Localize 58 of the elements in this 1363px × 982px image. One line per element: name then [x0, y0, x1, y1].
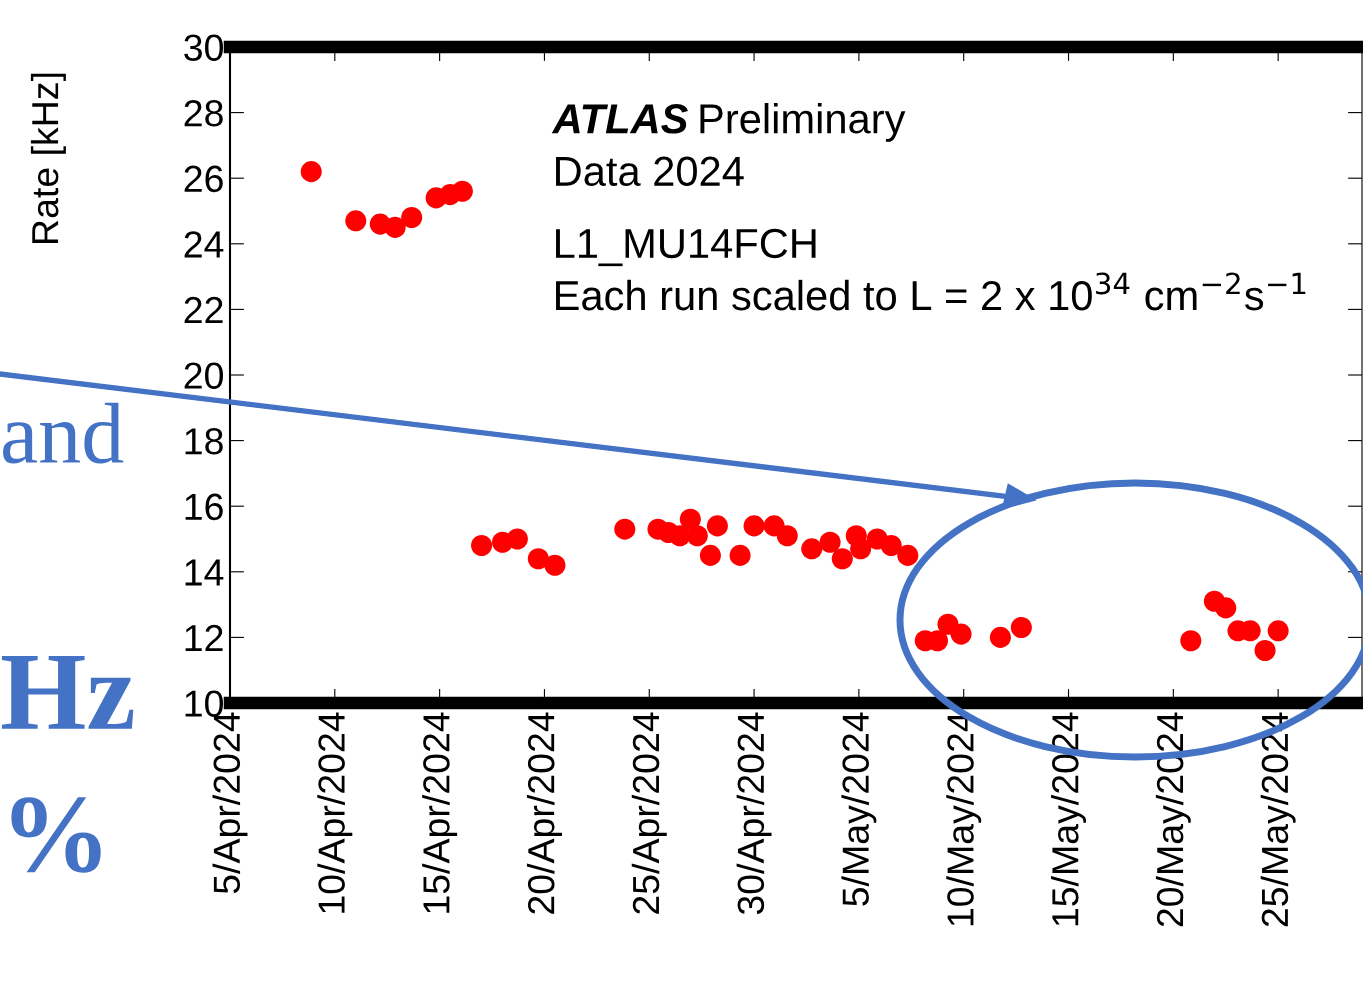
y-axis-title: Rate [kHz] [30, 73, 66, 243]
point [345, 210, 367, 232]
x-tick-label: 25/May/2024 [1260, 712, 1296, 927]
x-tick-label: 10/May/2024 [946, 712, 982, 926]
annotation: ATLAS Preliminary [551, 103, 906, 142]
x-tick-label: 15/May/2024 [1051, 712, 1086, 926]
text: and [3, 402, 124, 464]
point [1267, 620, 1289, 642]
annotation: L1_MU14FCH [556, 228, 816, 267]
point [614, 518, 636, 540]
point [776, 525, 798, 547]
y-tick-label: 18 [185, 428, 223, 455]
point [1180, 630, 1202, 652]
point [679, 508, 701, 530]
point [544, 554, 566, 576]
point [300, 161, 322, 183]
text: Hz [1, 656, 134, 729]
y-tick-label: 28 [184, 100, 223, 127]
y-tick-label: 14 [185, 559, 224, 586]
y-tick-label: 12 [185, 624, 223, 651]
point [527, 548, 549, 570]
point [1215, 597, 1237, 619]
point [950, 623, 972, 645]
x-tick-label: 30/Apr/2024 [736, 712, 772, 915]
x-tick-label: 10/Apr/2024 [317, 712, 353, 913]
annotation: Each run scaled to L = 2 x 10$^{34}$ cm$^{−2}$s$^{−1}$ [556, 272, 1306, 311]
point [706, 515, 728, 537]
point [1254, 639, 1276, 662]
point [686, 525, 708, 547]
point [401, 207, 423, 229]
x-tick-label: 20/Apr/2024 [526, 712, 562, 914]
point [819, 531, 841, 553]
y-tick-label: 20 [184, 362, 223, 389]
point [831, 548, 853, 570]
x-tick-label: 15/Apr/2024 [422, 712, 458, 913]
y-tick-label: 22 [184, 296, 223, 323]
point [699, 544, 721, 566]
x-tick-label: 20/May/2024 [1155, 712, 1191, 927]
y-tick-label: 30 [184, 34, 223, 61]
point [989, 626, 1011, 648]
y-tick-label: 24 [184, 231, 224, 258]
point [471, 535, 493, 557]
point [506, 528, 528, 550]
point [1010, 617, 1032, 639]
point [880, 535, 902, 557]
point [729, 544, 751, 566]
point [743, 515, 765, 537]
annotation: Data 2024 [556, 156, 744, 187]
x-tick-label: 25/Apr/2024 [631, 712, 667, 914]
y-tick-label: 26 [184, 165, 223, 193]
point [801, 538, 823, 560]
x-tick-label: 5/May/2024 [841, 712, 877, 906]
y-tick-label: 16 [185, 493, 223, 521]
point [897, 544, 919, 566]
point [451, 180, 473, 202]
text: % [11, 797, 101, 873]
point [850, 538, 872, 560]
point [384, 216, 406, 238]
